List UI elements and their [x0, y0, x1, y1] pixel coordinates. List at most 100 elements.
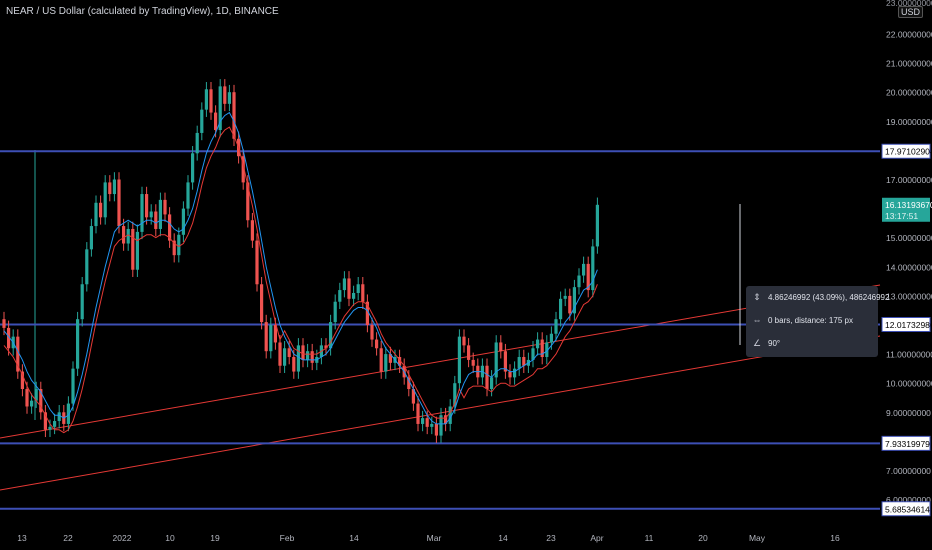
candle-body: [168, 214, 172, 241]
candle-body: [140, 194, 144, 232]
candle-body: [273, 325, 277, 343]
measure-bars-distance: 0 bars, distance: 175 px: [768, 315, 853, 325]
candle-body: [48, 426, 52, 430]
time-tick-label: Feb: [280, 533, 295, 543]
candle-body: [287, 348, 291, 358]
price-tick-label: 14.00000000: [886, 262, 932, 272]
candle-body: [324, 345, 328, 349]
candle-body: [342, 278, 346, 291]
currency-badge[interactable]: USD: [898, 6, 924, 18]
candle-body: [434, 423, 438, 436]
symbol-title: NEAR / US Dollar (calculated by TradingV…: [6, 6, 279, 17]
candle-body: [223, 86, 227, 104]
price-tick-label: 20.00000000: [886, 88, 932, 98]
candle-body: [7, 327, 11, 349]
candle-body: [117, 179, 121, 227]
candle-body: [53, 421, 57, 427]
candle-body: [122, 226, 126, 244]
trendlines[interactable]: [0, 284, 881, 491]
candle-body: [365, 301, 369, 325]
time-axis[interactable]: 13 22 2022 10 19 Feb 14 Mar 14 23 Apr 11 20 May 16: [17, 533, 840, 543]
candle-body: [145, 194, 149, 218]
candle-body: [356, 284, 360, 293]
candle-body: [71, 368, 75, 404]
candle-body: [186, 182, 190, 209]
candle-body: [57, 412, 61, 422]
candle-body: [430, 423, 434, 427]
candle-body: [218, 86, 222, 131]
candle-body: [411, 389, 415, 404]
price-tick-label: 11.00000000: [886, 350, 932, 360]
candle-body: [301, 345, 305, 360]
price-tick-label: 13.00000000: [886, 291, 932, 301]
candle-body: [158, 199, 162, 229]
candle-body: [214, 112, 218, 131]
candle-body: [80, 284, 84, 320]
candle-body: [131, 228, 135, 270]
candle-body: [227, 92, 231, 104]
candle-body: [398, 357, 402, 366]
candle-body: [540, 339, 544, 358]
moving-average-slow: [3, 126, 598, 434]
candle-body: [269, 325, 273, 352]
candle-body: [439, 415, 443, 436]
level-labels: 17.97102904 12.01732980 7.93319979 5.685346…: [881, 143, 932, 517]
price-tick-label: 23.00000000: [886, 0, 932, 8]
price-range-icon: ⇕: [753, 292, 761, 302]
candle-body: [246, 182, 250, 221]
candle-body: [471, 359, 475, 366]
candle-body: [554, 319, 558, 334]
time-tick-label: 11: [645, 533, 654, 543]
candle-body: [467, 345, 471, 360]
candle-body: [416, 403, 420, 424]
price-axis[interactable]: 23.00000000 22.00000000 21.00000000 20.0000…: [886, 0, 932, 505]
time-tick-label: 14: [498, 533, 508, 543]
candle-body: [577, 275, 581, 288]
trendline-upper: [0, 284, 881, 439]
trendline-lower: [0, 335, 881, 491]
candle-body: [407, 377, 411, 390]
horizontal-levels[interactable]: [0, 150, 880, 510]
last-price-box: [882, 197, 930, 222]
level-label-box: [881, 501, 931, 517]
candle-body: [591, 246, 595, 291]
candle-body: [296, 345, 300, 372]
time-tick-label: 20: [698, 533, 708, 543]
time-tick-label: 2022: [113, 533, 132, 543]
level-label-box: [881, 435, 931, 451]
candle-body: [39, 389, 43, 413]
level-label-box: [881, 316, 931, 332]
price-tick-label: 10.00000000: [886, 379, 932, 389]
candle-body: [457, 336, 461, 384]
candle-body: [34, 389, 38, 401]
candle-body: [241, 156, 245, 183]
candle-body: [195, 132, 199, 154]
time-tick-label: Mar: [427, 533, 442, 543]
candle-body: [379, 348, 383, 372]
price-tick-label: 6.00000000: [886, 495, 931, 505]
level-label-text: 5.68534614: [885, 504, 930, 514]
candle-body: [204, 89, 208, 110]
candle-body: [444, 415, 448, 424]
candle-body: [255, 240, 259, 285]
candle-body: [425, 418, 429, 427]
angle-icon: ∠: [752, 338, 762, 348]
candle-body: [89, 226, 93, 250]
candle-body: [20, 371, 24, 390]
candle-body: [517, 357, 521, 369]
candle-body: [462, 336, 466, 346]
measure-tooltip: ⇕ 4.86246992 (43.09%), 486246992 ⇔ 0 bar…: [746, 286, 889, 357]
candle-body: [16, 336, 20, 372]
candle-body: [549, 333, 553, 343]
candle-body: [283, 348, 287, 366]
price-tick-label: 22.00000000: [886, 30, 932, 40]
candle-body: [181, 208, 185, 235]
candle-body: [508, 371, 512, 378]
candle-body: [172, 240, 176, 256]
measure-price-change: 4.86246992 (43.09%), 486246992: [768, 293, 890, 302]
level-label-box: [881, 143, 931, 159]
candle-body: [43, 412, 47, 430]
candle-body: [586, 263, 590, 291]
